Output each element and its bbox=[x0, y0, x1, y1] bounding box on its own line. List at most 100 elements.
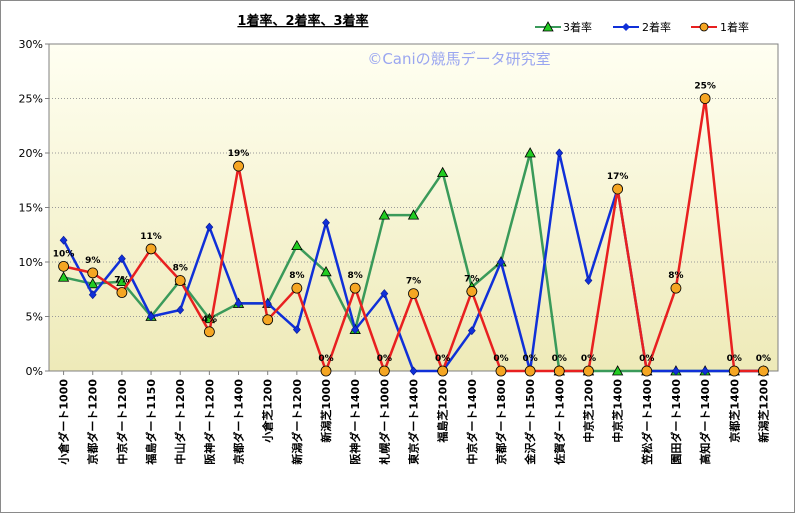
marker-1st bbox=[728, 365, 740, 377]
x-tick-label: 園田ダート1400 bbox=[669, 379, 683, 465]
data-label-1st: 8% bbox=[289, 271, 304, 281]
marker-1st bbox=[291, 282, 303, 294]
x-tick-label: 札幌ダート1000 bbox=[377, 379, 391, 466]
y-tick-label: 15% bbox=[19, 202, 43, 215]
marker-1st bbox=[378, 365, 390, 377]
legend-2nd-label: 2着率 bbox=[642, 20, 671, 34]
marker-2nd bbox=[555, 148, 564, 158]
marker-3rd bbox=[524, 147, 536, 158]
legend-1st-marker bbox=[699, 22, 709, 32]
x-tick-label: 京都ダート1200 bbox=[86, 379, 100, 465]
y-axis-ticks: 0% 5% 10% 15% 20% 25% 30% bbox=[19, 38, 49, 378]
x-axis-ticks: 小倉ダート1000 京都ダート1200 中京ダート1200 福島ダート1150 中山ダー… bbox=[57, 371, 770, 466]
data-labels: 10% 9% 7% 11% 8% 4% 19% 8% 0% 8% 0% 7% 0% 7% 0% 0% 0% 0% 1… bbox=[53, 82, 771, 365]
series-1st bbox=[58, 93, 769, 377]
marker-1st bbox=[612, 183, 624, 195]
data-label-1st: 0% bbox=[552, 354, 567, 364]
marker-3rd bbox=[407, 209, 420, 220]
marker-1st bbox=[583, 365, 594, 377]
data-label-1st: 0% bbox=[377, 354, 392, 364]
marker-2nd bbox=[205, 222, 214, 232]
x-tick-label: 中京芝1400 bbox=[611, 379, 625, 443]
legend-2nd-marker bbox=[622, 23, 630, 31]
marker-1st bbox=[495, 365, 507, 377]
data-label-1st: 0% bbox=[435, 354, 450, 364]
legend-3rd-label: 3着率 bbox=[563, 20, 592, 34]
data-label-1st: 0% bbox=[318, 354, 333, 364]
marker-2nd bbox=[147, 312, 155, 321]
legend-1st-label: 1着率 bbox=[720, 20, 749, 34]
marker-3rd bbox=[291, 239, 303, 251]
data-label-1st: 4% bbox=[202, 315, 217, 325]
data-label-1st: 0% bbox=[493, 354, 508, 364]
legend-3rd-marker bbox=[542, 21, 554, 32]
x-tick-label: 京都ダート1800 bbox=[494, 379, 508, 465]
marker-1st bbox=[349, 282, 361, 294]
marker-2nd bbox=[176, 305, 185, 315]
marker-2nd bbox=[322, 218, 330, 228]
x-tick-label: 高知ダート1400 bbox=[698, 379, 712, 465]
marker-1st bbox=[174, 275, 186, 286]
marker-1st bbox=[641, 365, 653, 377]
data-label-1st: 9% bbox=[85, 256, 100, 266]
marker-2nd bbox=[351, 325, 360, 335]
watermark: ©Caniの競馬データ研究室 bbox=[367, 50, 550, 68]
marker-3rd bbox=[57, 271, 70, 282]
y-tick-label: 5% bbox=[26, 311, 43, 324]
x-tick-label: 中京ダート1400 bbox=[465, 379, 479, 465]
x-tick-label: 笠松ダート1400 bbox=[640, 379, 654, 466]
marker-3rd bbox=[116, 275, 128, 287]
data-label-1st: 7% bbox=[114, 276, 129, 286]
data-label-1st: 0% bbox=[522, 354, 537, 364]
marker-1st bbox=[408, 288, 419, 300]
data-label-1st: 11% bbox=[140, 232, 162, 242]
marker-1st bbox=[233, 160, 244, 172]
data-label-1st: 0% bbox=[639, 354, 654, 364]
x-tick-label: 京都ダート1400 bbox=[232, 379, 246, 465]
marker-2nd bbox=[409, 366, 418, 376]
marker-2nd bbox=[497, 257, 505, 267]
data-label-1st: 10% bbox=[53, 249, 75, 259]
y-tick-label: 20% bbox=[19, 147, 43, 160]
marker-2nd bbox=[292, 325, 301, 335]
x-tick-label: 中山ダート1200 bbox=[173, 379, 187, 465]
marker-1st bbox=[524, 365, 536, 377]
chart-title: 1着率、2着率、3着率 bbox=[237, 13, 368, 29]
x-tick-label: 福島芝1200 bbox=[436, 379, 450, 444]
x-tick-label: 東京ダート1400 bbox=[407, 379, 421, 465]
marker-1st bbox=[203, 326, 215, 338]
marker-2nd bbox=[234, 298, 243, 308]
marker-1st bbox=[58, 260, 69, 272]
data-label-1st: 19% bbox=[228, 149, 250, 159]
series-layer bbox=[57, 93, 770, 377]
x-tick-label: 新潟芝1200 bbox=[756, 379, 770, 443]
x-tick-label: 京都芝1400 bbox=[727, 379, 741, 443]
x-tick-label: 中京ダート1200 bbox=[115, 379, 129, 465]
marker-1st bbox=[437, 365, 449, 377]
marker-3rd bbox=[611, 365, 624, 376]
marker-1st bbox=[670, 282, 682, 294]
marker-1st bbox=[553, 365, 565, 377]
marker-1st bbox=[262, 314, 274, 326]
marker-2nd bbox=[380, 289, 389, 299]
marker-1st bbox=[699, 93, 711, 104]
data-label-1st: 7% bbox=[464, 274, 479, 284]
x-tick-label: 小倉ダート1000 bbox=[57, 379, 71, 466]
data-label-1st: 17% bbox=[607, 172, 629, 182]
marker-1st bbox=[145, 243, 157, 255]
x-tick-label: 福島ダート1150 bbox=[144, 379, 158, 466]
x-tick-label: 新潟ダート1200 bbox=[290, 379, 304, 465]
data-label-1st: 8% bbox=[173, 264, 188, 274]
marker-1st bbox=[758, 365, 769, 377]
data-label-1st: 0% bbox=[756, 354, 771, 364]
marker-2nd bbox=[701, 366, 709, 376]
x-tick-label: 中京芝1200 bbox=[581, 379, 595, 443]
x-tick-label: 阪神ダート1400 bbox=[348, 379, 362, 465]
marker-1st bbox=[466, 286, 478, 297]
marker-2nd bbox=[467, 326, 476, 336]
marker-2nd bbox=[584, 276, 593, 285]
y-tick-label: 25% bbox=[19, 93, 43, 106]
marker-3rd bbox=[87, 277, 99, 289]
